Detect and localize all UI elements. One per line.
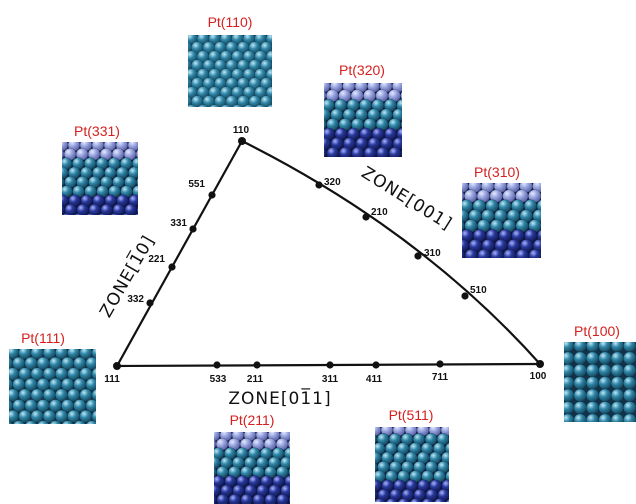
pt100-model-image [564,342,636,422]
label-510: 510 [470,285,487,296]
pt331-model-image [62,142,138,215]
point-551 [208,191,216,199]
pt511-model-image [375,427,449,502]
pt110-model-image [188,35,272,107]
zone-label-right: ZONE[001] [358,163,456,235]
point-320 [315,181,323,189]
label-311: 311 [322,374,339,385]
point-411 [372,361,380,369]
edge-left [116,140,243,367]
zone-label-bottom: ZONE[01̅1] [228,387,331,409]
pt320-model-image [324,83,402,157]
pt310-model-image [462,183,541,258]
point-210 [362,213,370,221]
vertex-111-point [113,362,121,370]
label-221: 221 [148,254,165,265]
label-pt110: Pt(110) [208,14,253,30]
label-310: 310 [424,248,441,259]
vertex-110-label: 110 [233,125,250,136]
pt111-model-image [9,349,96,424]
point-221 [168,263,176,271]
vertex-100-point [536,360,544,368]
edge-right [241,140,541,365]
label-331: 331 [170,218,187,229]
vertex-111-label: 111 [104,374,120,385]
pt211-model-image [214,432,290,504]
label-pt511: Pt(511) [389,407,434,423]
label-320: 320 [324,177,341,188]
point-310 [414,252,422,260]
label-pt100: Pt(100) [574,323,620,339]
label-411: 411 [366,374,383,385]
point-533 [213,361,221,369]
label-pt111: Pt(111) [21,330,65,346]
point-711 [436,360,444,368]
point-510 [461,292,469,300]
label-pt331: Pt(331) [74,123,120,139]
vertex-110-point [238,137,246,145]
label-551: 551 [188,179,205,190]
label-533: 533 [210,374,227,385]
label-pt211: Pt(211) [230,412,275,428]
label-210: 210 [371,207,388,218]
label-711: 711 [432,372,449,383]
point-331 [189,225,197,233]
label-211: 211 [247,374,264,385]
label-332: 332 [127,294,144,305]
label-pt320: Pt(320) [339,62,385,78]
label-pt310: Pt(310) [474,164,520,180]
vertex-100-label: 100 [530,371,547,382]
point-332 [146,299,154,307]
point-211 [253,361,261,369]
point-311 [326,361,334,369]
